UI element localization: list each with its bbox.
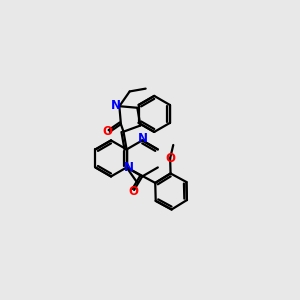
Text: O: O — [102, 125, 112, 138]
Text: N: N — [124, 161, 134, 174]
Text: N: N — [138, 132, 148, 145]
Text: O: O — [128, 185, 138, 198]
Text: N: N — [111, 98, 121, 112]
Text: O: O — [165, 152, 175, 165]
